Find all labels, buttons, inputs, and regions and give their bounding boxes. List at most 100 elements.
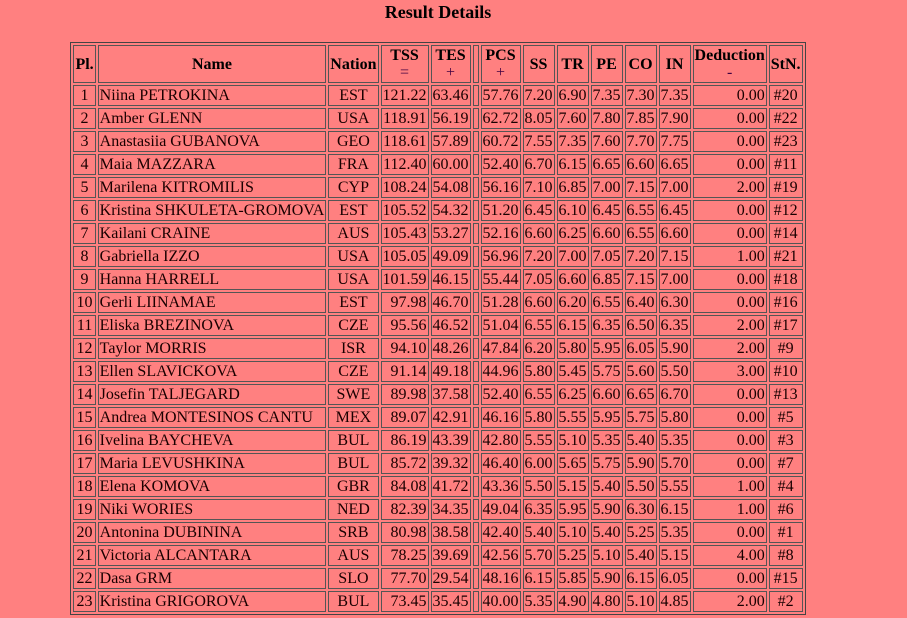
- cell-spacer: [472, 246, 479, 267]
- cell-tr: 7.60: [556, 108, 589, 129]
- cell-start-number: #8: [768, 545, 803, 566]
- cell-nation: GBR: [328, 476, 379, 497]
- cell-tes: 39.32: [430, 453, 471, 474]
- cell-deduction: 0.00: [692, 154, 767, 175]
- cell-tes: 49.18: [430, 361, 471, 382]
- cell-tss: 118.91: [380, 108, 429, 129]
- cell-co: 5.90: [624, 453, 657, 474]
- cell-co: 7.20: [624, 246, 657, 267]
- cell-in: 6.05: [658, 568, 691, 589]
- cell-deduction: 3.00: [692, 361, 767, 382]
- header-ss: SS: [522, 45, 555, 83]
- cell-nation: EST: [328, 292, 379, 313]
- cell-start-number: #11: [768, 154, 803, 175]
- cell-ss: 6.20: [522, 338, 555, 359]
- cell-ss: 5.50: [522, 476, 555, 497]
- header-tes: TES +: [430, 45, 471, 83]
- cell-tr: 6.25: [556, 384, 589, 405]
- cell-ss: 6.55: [522, 384, 555, 405]
- cell-nation: USA: [328, 269, 379, 290]
- table-row: 20 Antonina DUBININA SRB 80.98 38.58 42.40 5.4…: [73, 522, 803, 543]
- cell-pcs: 43.36: [480, 476, 521, 497]
- cell-spacer: [472, 430, 479, 451]
- cell-tes: 37.58: [430, 384, 471, 405]
- cell-spacer: [472, 338, 479, 359]
- cell-tr: 6.90: [556, 85, 589, 106]
- cell-pcs: 56.96: [480, 246, 521, 267]
- cell-tes: 46.15: [430, 269, 471, 290]
- table-row: 9 Hanna HARRELL USA 101.59 46.15 55.44 7.05 6.6…: [73, 269, 803, 290]
- cell-spacer: [472, 315, 479, 336]
- cell-nation: SWE: [328, 384, 379, 405]
- cell-pcs: 48.16: [480, 568, 521, 589]
- cell-spacer: [472, 269, 479, 290]
- cell-name: Hanna HARRELL: [97, 269, 327, 290]
- cell-place: 21: [73, 545, 96, 566]
- cell-in: 7.15: [658, 246, 691, 267]
- cell-ss: 5.55: [522, 430, 555, 451]
- cell-start-number: #23: [768, 131, 803, 152]
- cell-nation: CZE: [328, 315, 379, 336]
- cell-spacer: [472, 545, 479, 566]
- cell-place: 5: [73, 177, 96, 198]
- cell-place: 14: [73, 384, 96, 405]
- cell-place: 13: [73, 361, 96, 382]
- cell-deduction: 0.00: [692, 453, 767, 474]
- cell-name: Victoria ALCANTARA: [97, 545, 327, 566]
- cell-start-number: #21: [768, 246, 803, 267]
- table-row: 5 Marilena KITROMILIS CYP 108.24 54.08 56.16 7…: [73, 177, 803, 198]
- cell-spacer: [472, 177, 479, 198]
- cell-in: 6.15: [658, 499, 691, 520]
- cell-start-number: #4: [768, 476, 803, 497]
- cell-tes: 43.39: [430, 430, 471, 451]
- cell-tes: 57.89: [430, 131, 471, 152]
- cell-place: 10: [73, 292, 96, 313]
- cell-tss: 105.05: [380, 246, 429, 267]
- cell-tes: 53.27: [430, 223, 471, 244]
- cell-nation: FRA: [328, 154, 379, 175]
- cell-nation: ISR: [328, 338, 379, 359]
- cell-tr: 5.25: [556, 545, 589, 566]
- cell-in: 5.15: [658, 545, 691, 566]
- cell-spacer: [472, 361, 479, 382]
- cell-tes: 29.54: [430, 568, 471, 589]
- cell-spacer: [472, 476, 479, 497]
- cell-pcs: 51.04: [480, 315, 521, 336]
- cell-pcs: 49.04: [480, 499, 521, 520]
- cell-name: Kristina GRIGOROVA: [97, 591, 327, 612]
- cell-in: 7.00: [658, 177, 691, 198]
- cell-deduction: 2.00: [692, 315, 767, 336]
- cell-tes: 46.52: [430, 315, 471, 336]
- cell-name: Ivelina BAYCHEVA: [97, 430, 327, 451]
- cell-deduction: 0.00: [692, 568, 767, 589]
- cell-pe: 7.80: [590, 108, 623, 129]
- cell-pe: 5.90: [590, 499, 623, 520]
- cell-co: 6.55: [624, 223, 657, 244]
- cell-pe: 6.85: [590, 269, 623, 290]
- cell-tr: 5.45: [556, 361, 589, 382]
- cell-tss: 105.43: [380, 223, 429, 244]
- cell-spacer: [472, 522, 479, 543]
- cell-place: 16: [73, 430, 96, 451]
- cell-ss: 7.55: [522, 131, 555, 152]
- cell-pcs: 46.40: [480, 453, 521, 474]
- cell-ss: 6.70: [522, 154, 555, 175]
- cell-pcs: 44.96: [480, 361, 521, 382]
- cell-start-number: #18: [768, 269, 803, 290]
- cell-place: 2: [73, 108, 96, 129]
- cell-pcs: 52.40: [480, 384, 521, 405]
- cell-tr: 6.20: [556, 292, 589, 313]
- cell-name: Taylor MORRIS: [97, 338, 327, 359]
- cell-pcs: 42.40: [480, 522, 521, 543]
- cell-pe: 5.90: [590, 568, 623, 589]
- cell-nation: USA: [328, 108, 379, 129]
- cell-start-number: #20: [768, 85, 803, 106]
- cell-name: Amber GLENN: [97, 108, 327, 129]
- cell-nation: MEX: [328, 407, 379, 428]
- cell-in: 7.35: [658, 85, 691, 106]
- cell-tr: 5.15: [556, 476, 589, 497]
- cell-start-number: #22: [768, 108, 803, 129]
- cell-tss: 91.14: [380, 361, 429, 382]
- cell-pcs: 57.76: [480, 85, 521, 106]
- cell-deduction: 0.00: [692, 223, 767, 244]
